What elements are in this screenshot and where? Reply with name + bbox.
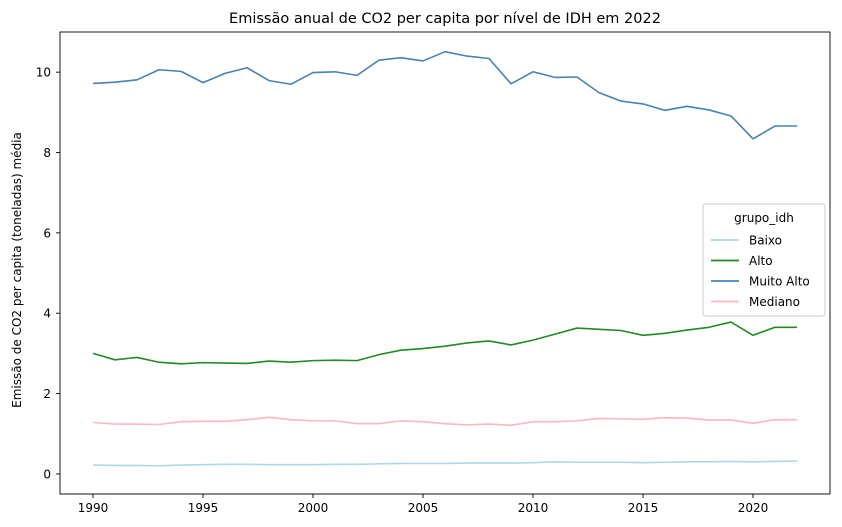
legend-items: Baixo Alto Muito Alto Mediano [711, 234, 810, 309]
chart-title: Emissão anual de CO2 per capita por níve… [229, 11, 661, 27]
x-tick-label: 2005 [408, 501, 439, 515]
x-tick-label: 1995 [188, 501, 219, 515]
y-tick-label: 8 [43, 146, 51, 160]
y-tick-label: 10 [36, 66, 51, 80]
y-axis-label: Emissão de CO2 per capita (toneladas) mé… [10, 132, 24, 408]
y-tick-label: 6 [43, 226, 51, 240]
x-tick-label: 2020 [738, 501, 769, 515]
legend-title: grupo_idh [734, 211, 794, 225]
y-axis: 0 2 4 6 8 10 [36, 66, 60, 481]
y-tick-label: 0 [43, 467, 51, 481]
legend: grupo_idh Baixo Alto Muito Alto Mediano [702, 203, 826, 317]
x-tick-label: 2000 [298, 501, 329, 515]
plot-frame [59, 31, 831, 495]
x-tick-label: 1990 [78, 501, 109, 515]
series-line-1 [92, 321, 797, 365]
x-axis: 1990 1995 2000 2005 2010 2015 2020 [78, 494, 769, 515]
legend-label-1: Alto [749, 254, 773, 268]
series-line-3 [92, 416, 797, 427]
legend-label-3: Mediano [749, 295, 800, 309]
x-tick-label: 2015 [628, 501, 659, 515]
series-line-0 [92, 460, 798, 467]
legend-label-2: Muito Alto [749, 275, 810, 289]
series-line-2 [92, 50, 797, 140]
y-tick-label: 4 [43, 307, 51, 321]
legend-box [702, 203, 826, 317]
series-layer [92, 50, 798, 467]
legend-label-0: Baixo [749, 234, 782, 248]
y-tick-label: 2 [43, 387, 51, 401]
x-tick-label: 2010 [518, 501, 549, 515]
